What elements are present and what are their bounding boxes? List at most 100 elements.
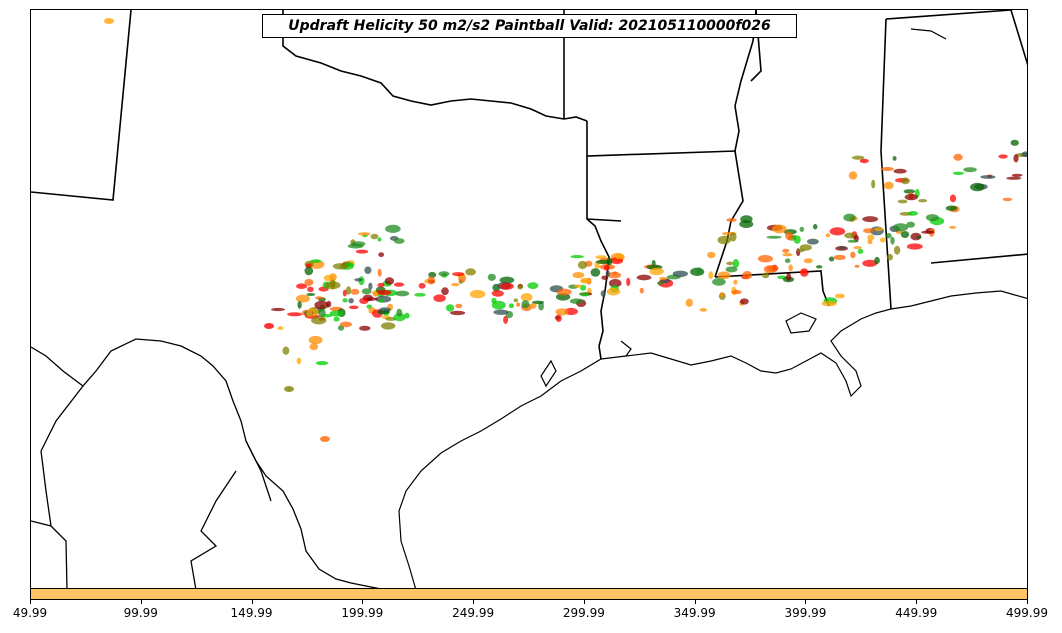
paintball-blob [699,308,707,312]
paintball-blob [880,237,886,243]
paintball-blob [880,167,894,171]
paintball-blob [364,266,372,275]
colorbar [30,588,1028,600]
paintball-blob [1010,139,1019,146]
paintball-blob [829,227,846,236]
paintball-blob [271,307,285,312]
paintball-blob [329,310,343,317]
colorbar-tick-mark [30,600,31,604]
paintball-blob [309,343,319,351]
paintball-blob [348,298,354,304]
paintball-blob [980,175,996,179]
paintball-blob [306,293,316,296]
paintball-blob [404,312,410,319]
paintball-blob [886,253,894,261]
paintball-blob [287,312,303,317]
paintball-blob [373,291,379,297]
paintball-blob [351,241,366,247]
paintball-blob [953,153,963,161]
paintball-blob [893,223,909,232]
paintball-blob [295,294,310,303]
paintball-blob [963,167,977,173]
paintball-blob [803,258,813,264]
paintball-blob [603,264,610,271]
colorbar-tick-label: 49.99 [12,606,48,620]
paintball-blob [315,361,329,366]
paintball-blob [925,214,939,222]
paintball-blob [306,309,313,317]
paintball-blob [828,256,835,262]
paintball-blob [786,273,792,281]
paintball-blob [626,277,631,287]
paintball-blob [949,225,957,229]
paintball-blob [636,274,652,281]
coastline [398,28,1027,588]
colorbar-tick-label: 149.99 [230,606,273,620]
colorbar-tick-mark [583,600,585,604]
paintball-blob [344,262,355,267]
paintball-blob [821,300,837,307]
paintball-blob [649,267,664,276]
paintball-blob [607,271,622,279]
colorbar-tick-mark [1027,600,1028,604]
paintball-blob [893,245,901,255]
paintball-blob [757,255,774,263]
paintball-blob [393,238,405,244]
colorbar-tick-mark [473,600,475,604]
paintball-blob [717,235,731,245]
paintball-blob [354,278,363,282]
paintball-blob [816,265,823,269]
paintball-blob [1002,197,1013,202]
colorbar-tick-mark [694,600,696,604]
paintball-blob [555,314,562,323]
paintball-blob [418,282,426,289]
paintball-blob [838,246,846,250]
paintball-blob [529,303,537,309]
paintball-blob [358,232,371,236]
paintball-blob [906,243,923,250]
paintball-blob [970,182,985,192]
paintball-blob [952,171,965,175]
paintball-blob [469,289,486,299]
paintball-blob [600,290,606,297]
colorbar-tick-label: 399.99 [784,606,827,620]
paintball-blob [639,287,644,294]
paintball-blob [500,282,514,290]
paintball-blob [712,278,726,286]
paintball-blob [377,268,382,277]
paintball-blob [708,271,714,280]
paintball-blob [851,155,865,160]
paintball-blob [606,287,621,296]
paintball-blob [601,275,609,280]
paintball-blob [1021,151,1027,157]
paintball-blob [772,224,787,234]
paintball-blob [296,357,302,365]
paintball-blob [450,310,466,316]
colorbar-tick-label: 449.99 [895,606,938,620]
paintball-blob [717,271,731,280]
colorbar-tick-label: 349.99 [673,606,716,620]
paintball-blob [726,218,737,222]
paintball-blob [788,264,793,272]
paintball-blob [564,307,578,316]
paintball-blob [396,308,403,317]
paintball-blob [465,268,476,276]
paintball-blob [853,246,862,250]
paintball-blob [844,232,857,239]
paintball-blob [339,321,352,328]
colorbar-tick-label: 249.99 [452,606,495,620]
paintball-blob [800,268,809,277]
paintball-blob [1011,173,1023,177]
paintball-blob [355,249,369,254]
colorbar-tick-mark [805,600,807,604]
paintball-blob [491,300,506,310]
paintball-blob [782,253,793,257]
paintball-blob [719,292,725,297]
paintball-blob [825,233,831,238]
paintball-blob [427,276,435,285]
colorbar-tick-label: 299.99 [562,606,605,620]
paintball-blob [793,235,801,244]
paintball-blob [556,288,572,296]
paintball-blob [908,211,918,216]
